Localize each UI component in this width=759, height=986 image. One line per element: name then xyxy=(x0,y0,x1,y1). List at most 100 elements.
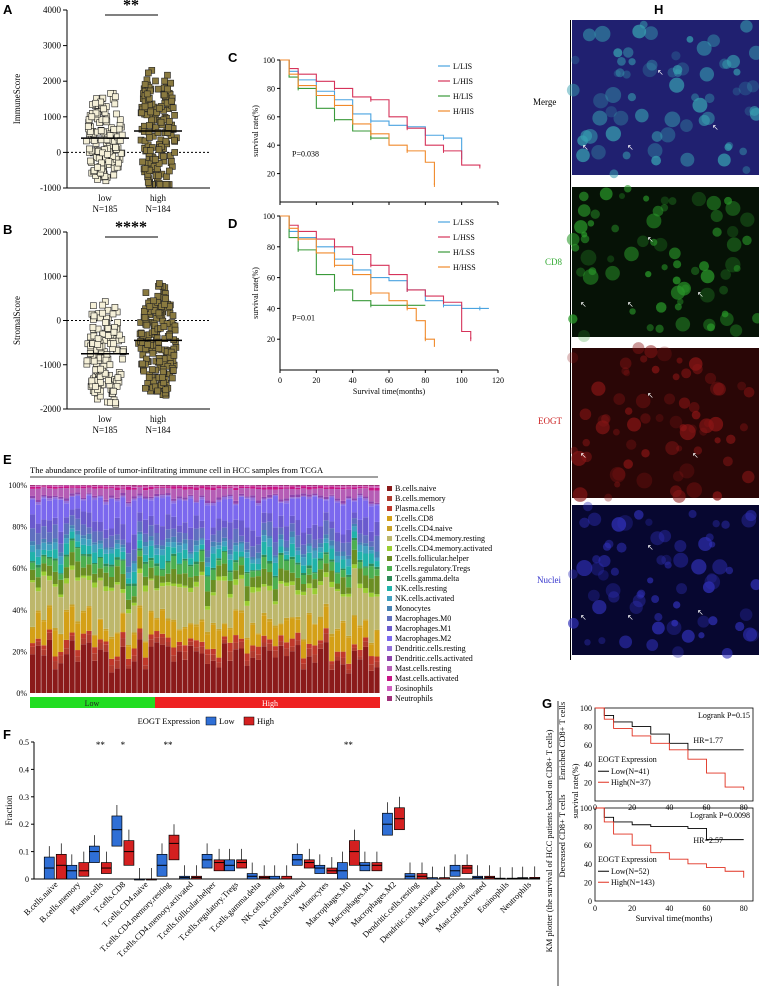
cell-spot xyxy=(657,346,672,362)
stack-segment xyxy=(346,487,352,489)
stack-segment xyxy=(374,594,380,597)
legend-label: T.cells.CD8 xyxy=(395,514,433,523)
cell-spot xyxy=(651,365,660,374)
data-point xyxy=(155,160,163,167)
stack-segment xyxy=(171,583,177,587)
stack-segment xyxy=(109,549,115,554)
cell-spot xyxy=(681,284,690,293)
stack-segment xyxy=(171,536,177,543)
stack-segment xyxy=(80,485,86,486)
stack-segment xyxy=(351,486,357,488)
stack-segment xyxy=(363,592,369,620)
stack-segment xyxy=(193,540,199,546)
stack-segment xyxy=(131,632,137,635)
stack-segment xyxy=(109,486,115,488)
stack-segment xyxy=(46,558,53,566)
stack-segment xyxy=(374,629,380,632)
y-tick-label: 40 xyxy=(584,860,592,869)
stack-segment xyxy=(97,618,103,620)
stack-segment xyxy=(210,534,216,542)
stack-segment xyxy=(300,658,307,664)
stack-segment xyxy=(284,498,290,501)
stack-segment xyxy=(46,500,53,521)
stack-segment xyxy=(227,498,233,523)
stack-segment xyxy=(205,654,211,664)
stack-segment xyxy=(199,561,205,572)
cell-spot xyxy=(647,577,654,584)
stack-segment xyxy=(289,617,295,619)
stack-segment xyxy=(176,486,182,489)
cell-spot xyxy=(691,410,701,420)
data-point xyxy=(154,292,162,300)
stack-segment xyxy=(86,579,92,607)
stack-segment xyxy=(329,521,335,529)
stack-segment xyxy=(92,485,98,487)
stack-segment xyxy=(334,572,341,574)
stack-segment xyxy=(92,531,98,543)
data-point xyxy=(110,340,117,348)
x-axis-label: Survival time(months) xyxy=(636,913,713,923)
stack-segment xyxy=(340,596,346,621)
data-point xyxy=(115,159,122,167)
stack-segment xyxy=(272,657,278,693)
stack-segment xyxy=(171,500,177,504)
stack-segment xyxy=(221,623,228,625)
y-axis-label: survival rate(%) xyxy=(251,267,260,319)
stack-segment xyxy=(323,576,329,604)
cell-spot xyxy=(579,408,592,421)
divider-line xyxy=(570,20,571,660)
stack-segment xyxy=(120,613,126,633)
y-tick-label: 60 xyxy=(267,274,275,283)
stack-segment xyxy=(176,500,182,526)
stack-segment xyxy=(300,554,307,558)
stack-segment xyxy=(261,557,267,569)
arrow-marker: ↖ xyxy=(697,608,704,617)
legend-swatch-low xyxy=(205,716,217,726)
cell-spot xyxy=(674,303,682,311)
data-point xyxy=(101,173,109,180)
stack-segment xyxy=(58,486,64,488)
stack-segment xyxy=(334,555,341,563)
stack-segment xyxy=(30,514,36,529)
stack-segment xyxy=(210,660,216,693)
stack-segment xyxy=(193,545,199,552)
stack-segment xyxy=(300,544,307,555)
stack-segment xyxy=(334,660,341,693)
legend-label: T.cells.follicular.helper xyxy=(395,554,469,563)
cell-spot xyxy=(671,619,679,627)
stack-segment xyxy=(227,651,233,661)
stack-segment xyxy=(58,487,64,497)
stack-segment xyxy=(261,646,267,693)
stack-segment xyxy=(154,642,160,693)
data-point xyxy=(105,332,112,339)
stack-segment xyxy=(80,555,86,568)
stack-segment xyxy=(300,495,307,497)
stack-segment xyxy=(205,663,211,693)
stack-segment xyxy=(114,490,120,498)
stack-segment xyxy=(346,576,352,588)
stack-segment xyxy=(114,497,120,500)
stack-segment xyxy=(80,485,86,487)
stack-segment xyxy=(244,571,250,574)
stack-segment xyxy=(131,563,137,572)
panel-letter-d: D xyxy=(228,216,238,231)
stack-segment xyxy=(52,499,58,518)
legend-swatch-high xyxy=(243,716,255,726)
y-tick-label: 60 xyxy=(267,113,275,122)
cell-spot xyxy=(642,62,658,78)
stack-segment xyxy=(340,503,346,506)
data-point xyxy=(97,127,105,135)
stack-segment xyxy=(284,582,290,587)
stack-segment xyxy=(374,661,380,668)
stack-segment xyxy=(148,489,154,497)
stack-segment xyxy=(329,494,335,496)
merge-micrograph: ↖↖↖ ↖ xyxy=(566,20,759,179)
stack-segment xyxy=(351,644,357,648)
stack-segment xyxy=(205,505,211,540)
stack-segment xyxy=(363,553,369,567)
stack-segment xyxy=(272,486,278,490)
stack-segment xyxy=(317,497,324,500)
stack-segment xyxy=(97,488,103,496)
stack-segment xyxy=(75,661,81,693)
data-point xyxy=(89,323,97,331)
